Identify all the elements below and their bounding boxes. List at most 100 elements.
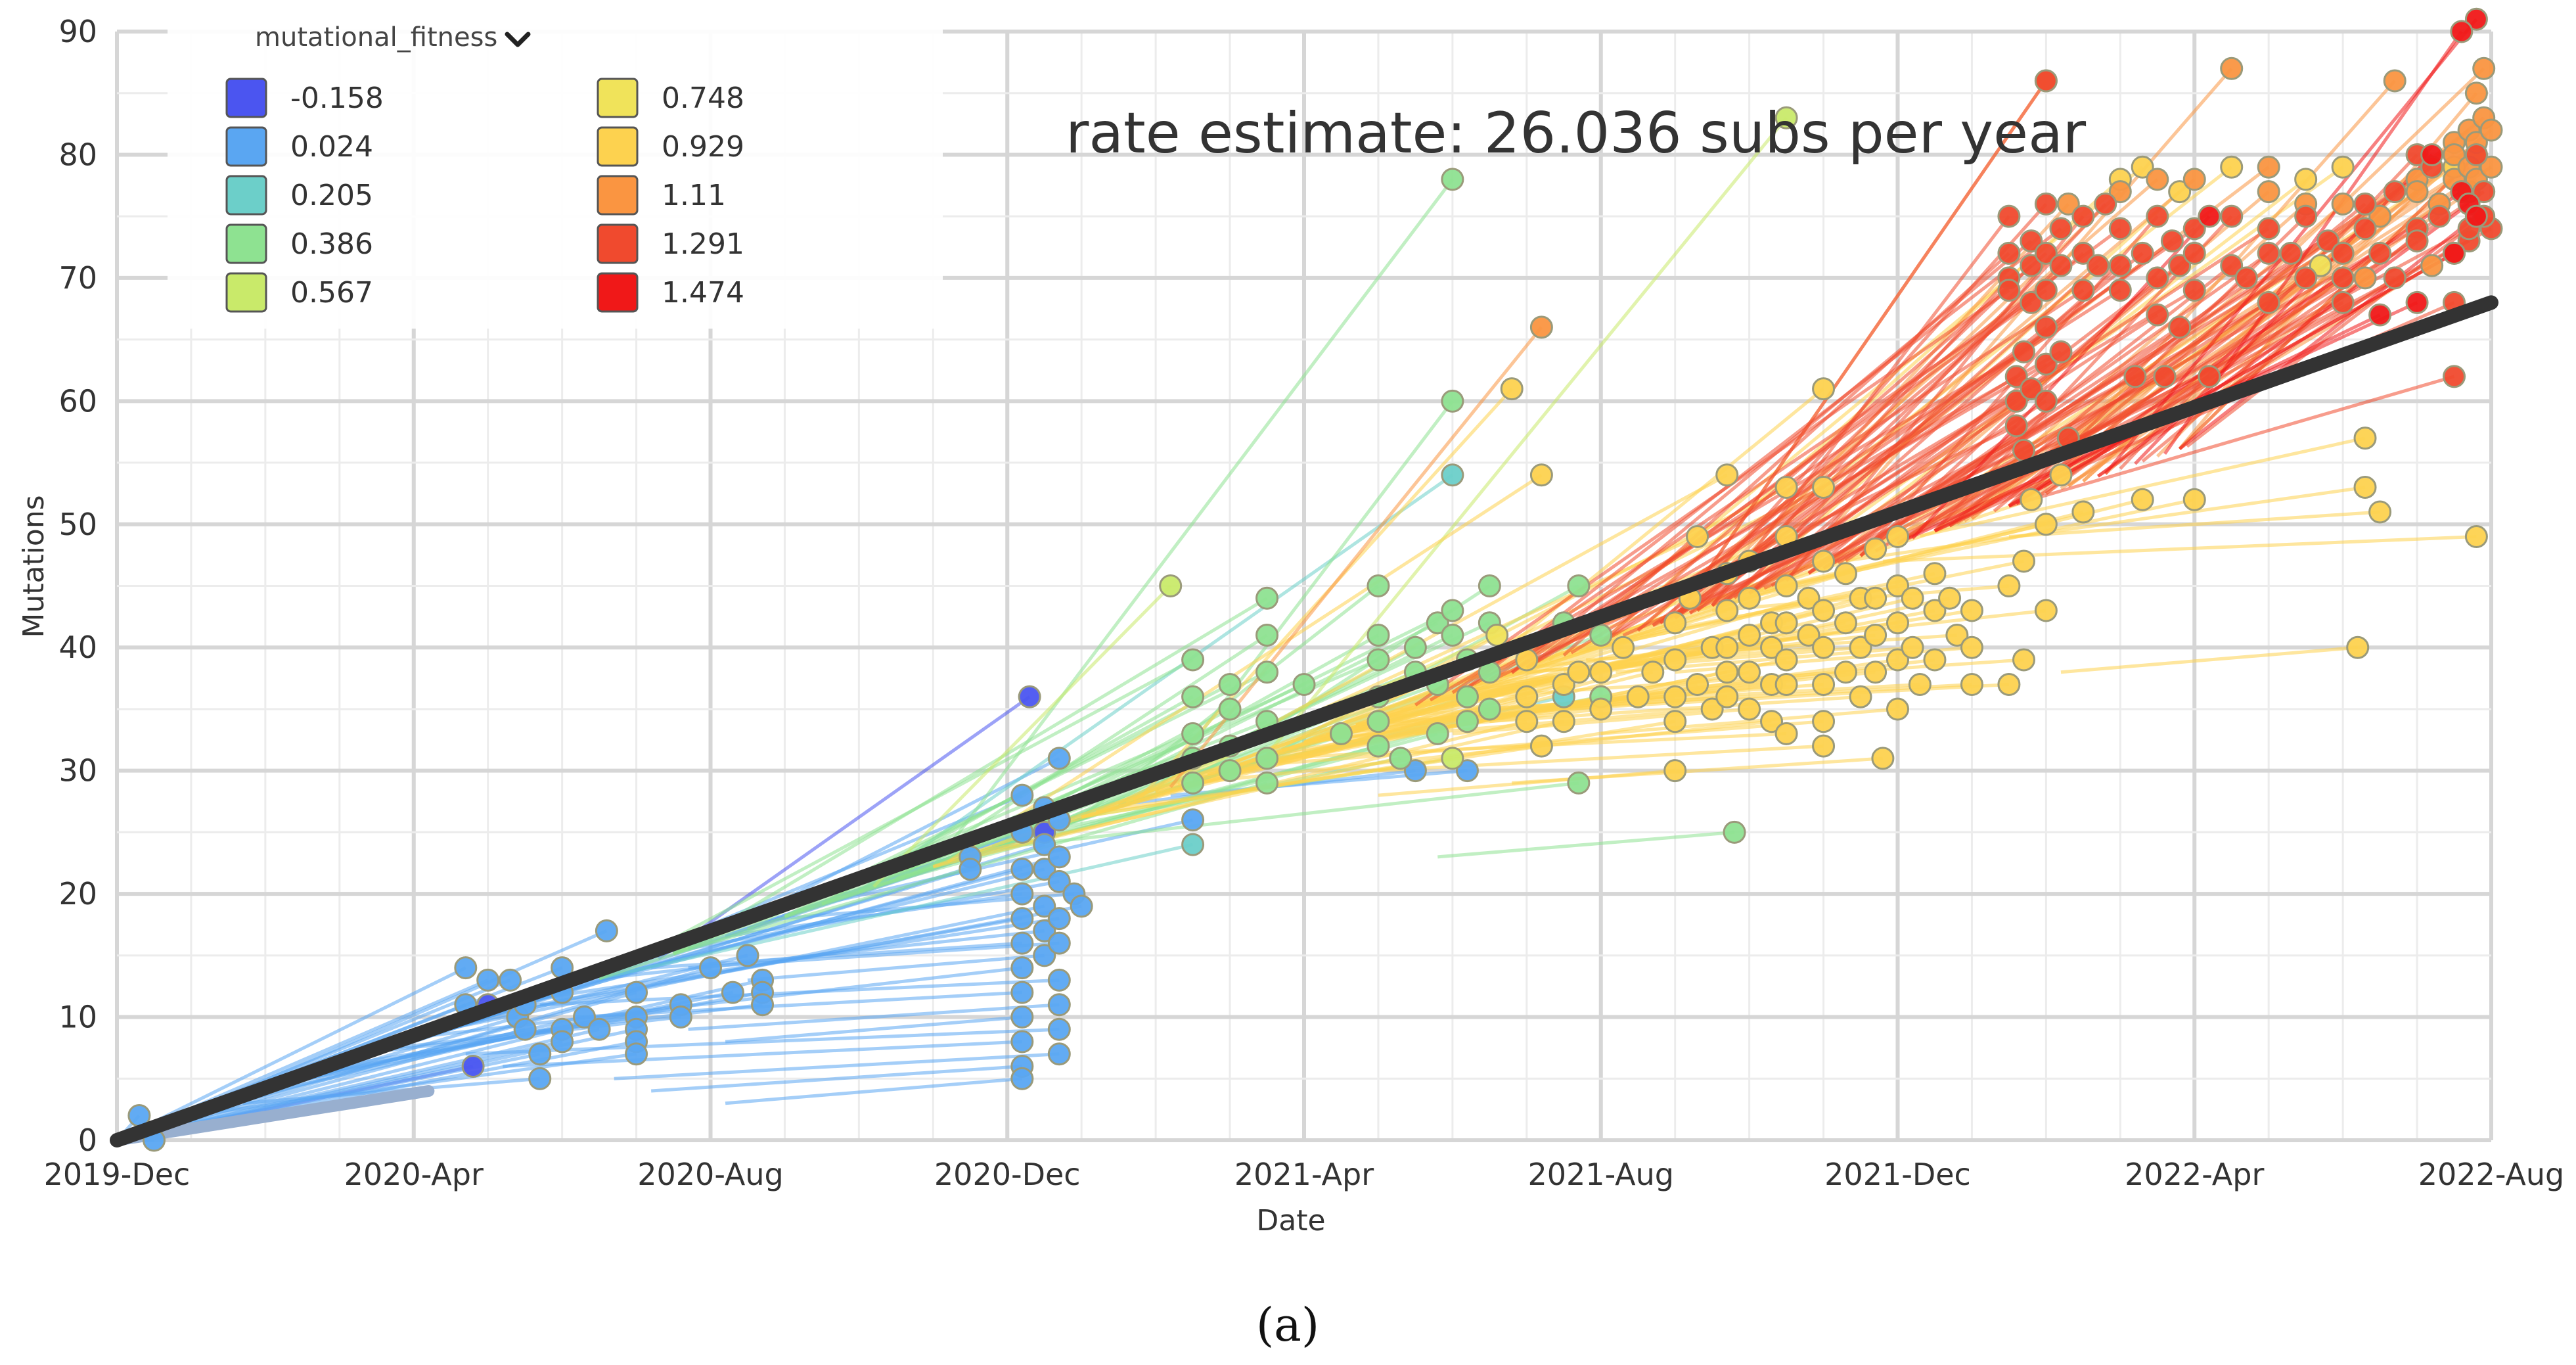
lineage-line	[1600, 227, 2196, 645]
data-point	[1812, 377, 1836, 401]
data-point	[959, 858, 982, 881]
data-point	[2346, 636, 2370, 659]
data-point	[1181, 722, 1205, 745]
data-point	[1960, 672, 1983, 696]
regression-line	[110, 295, 2498, 1147]
y-axis-title: Mutations	[17, 495, 51, 637]
data-point	[587, 1017, 611, 1041]
data-point	[2034, 389, 2058, 413]
data-point	[2443, 143, 2466, 166]
data-point	[2146, 303, 2169, 327]
data-point	[595, 919, 618, 942]
data-point	[699, 956, 722, 980]
figure-caption: (a)	[1256, 1298, 1319, 1352]
data-point	[2294, 204, 2318, 228]
data-point	[1047, 869, 1071, 893]
data-point	[2168, 315, 2192, 339]
data-point	[1033, 858, 1056, 881]
legend-label: 0.929	[662, 130, 744, 164]
data-point	[1864, 623, 1887, 647]
data-point	[669, 1006, 692, 1029]
data-point	[1849, 636, 1872, 659]
data-point	[1010, 783, 1034, 807]
x-tick-label: 2022-Apr	[2125, 1157, 2264, 1192]
data-point	[2428, 204, 2451, 228]
data-point	[1515, 685, 1539, 708]
data-point	[1812, 672, 1836, 696]
data-point	[1485, 623, 1509, 647]
data-point	[1901, 636, 1924, 659]
data-point	[736, 944, 759, 967]
data-point	[2049, 463, 2073, 487]
legend-swatch	[225, 126, 267, 167]
data-point	[1403, 759, 1427, 783]
lineage-line	[1600, 707, 1898, 735]
lineage-line	[1919, 436, 2366, 538]
data-point	[2331, 266, 2355, 290]
data-point	[2146, 168, 2169, 191]
data-point	[2034, 599, 2058, 622]
lineage-line	[1489, 695, 1861, 724]
data-point	[573, 1006, 597, 1029]
data-point	[1589, 660, 1613, 684]
x-tick-label: 2021-Aug	[1528, 1157, 1674, 1192]
lineage-line	[932, 178, 1454, 868]
data-point	[1774, 574, 1798, 597]
lineage-line	[539, 978, 1060, 1007]
data-point	[1367, 574, 1390, 597]
data-point	[2472, 180, 2496, 204]
legend-label: 0.567	[290, 276, 373, 310]
data-point	[625, 981, 648, 1004]
data-point	[1864, 586, 1887, 610]
chevron-down-icon[interactable]	[505, 32, 531, 47]
data-point	[2168, 254, 2192, 277]
data-point	[1812, 476, 1836, 499]
data-point	[1181, 685, 1205, 708]
data-point	[2131, 241, 2154, 265]
data-point	[2331, 241, 2355, 265]
data-point	[1018, 685, 1041, 708]
data-point	[1033, 919, 1056, 942]
data-point	[1774, 648, 1798, 672]
lineage-line	[1673, 80, 2048, 619]
lineage-line	[1749, 522, 2046, 595]
data-point	[1010, 907, 1034, 931]
legend-title: mutational_fitness	[255, 22, 497, 53]
data-point	[1864, 660, 1887, 684]
data-point	[2420, 254, 2444, 277]
legend-title-dropdown[interactable]: mutational_fitness	[255, 22, 531, 53]
lineage-line	[2015, 190, 2463, 505]
x-tick-label: 2022-Aug	[2418, 1157, 2564, 1192]
y-tick-label: 20	[58, 876, 97, 912]
lineage-line	[1882, 535, 2477, 563]
lineage-line	[1452, 707, 1750, 735]
data-point	[1010, 981, 1034, 1004]
data-point	[2479, 118, 2503, 142]
legend-swatch	[597, 175, 639, 216]
lineage-line	[599, 843, 1194, 981]
data-point	[2450, 20, 2474, 43]
data-point	[1567, 771, 1591, 795]
data-point	[2086, 254, 2110, 277]
data-point	[2182, 168, 2206, 191]
lineage-line	[1637, 252, 2085, 632]
lineage-line	[2008, 510, 2380, 539]
data-point	[1047, 993, 1071, 1017]
data-point	[1626, 685, 1650, 708]
x-tick-label: 2020-Dec	[934, 1157, 1081, 1192]
data-point	[1367, 623, 1390, 647]
data-point	[1738, 697, 1761, 721]
data-point	[2071, 204, 2095, 228]
lineage-line	[2096, 202, 2470, 478]
lineage-line	[1859, 215, 2159, 557]
data-point	[1047, 931, 1071, 955]
data-point	[1738, 660, 1761, 684]
data-point	[1255, 747, 1279, 770]
data-point	[2464, 7, 2488, 31]
data-point	[2443, 241, 2466, 265]
data-point	[2443, 365, 2466, 388]
data-point	[1159, 574, 1183, 597]
data-point	[1010, 858, 1034, 881]
data-point	[1426, 722, 1449, 745]
data-point	[1515, 710, 1539, 733]
